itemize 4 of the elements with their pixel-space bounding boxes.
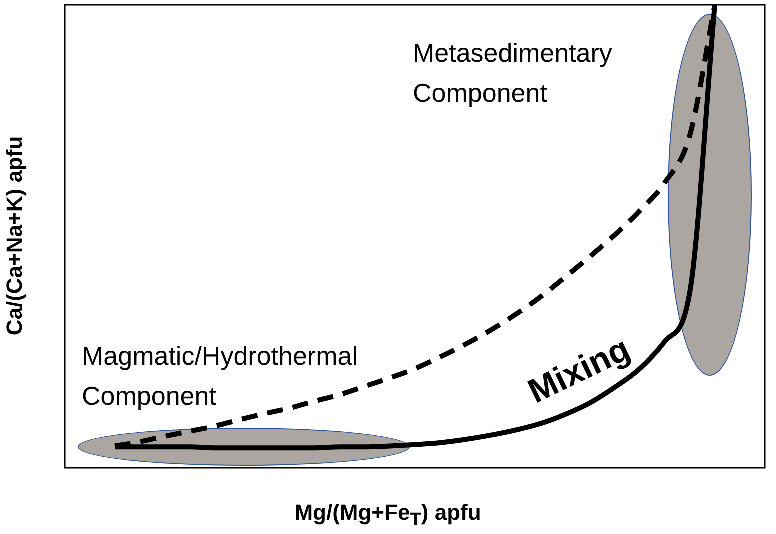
- annotation: Magmatic/Hydrothermal Component: [82, 341, 358, 412]
- annotation: Metasedimentary Component: [413, 38, 612, 108]
- x-axis-title: Mg/(Mg+Fe$_{T}$) apfu: [294, 500, 482, 530]
- y-axis-title: Ca/(Ca+Na+K) apfu: [2, 135, 28, 338]
